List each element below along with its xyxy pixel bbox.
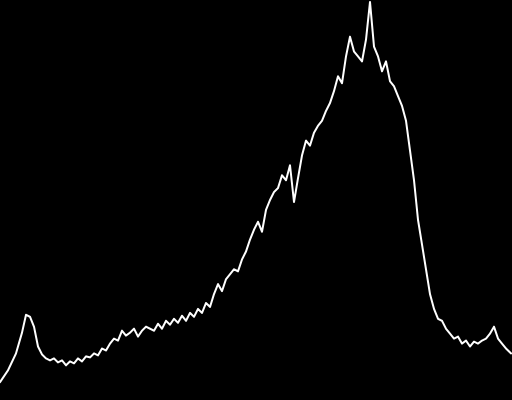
series-line xyxy=(0,1,512,384)
series-layer xyxy=(0,1,512,384)
